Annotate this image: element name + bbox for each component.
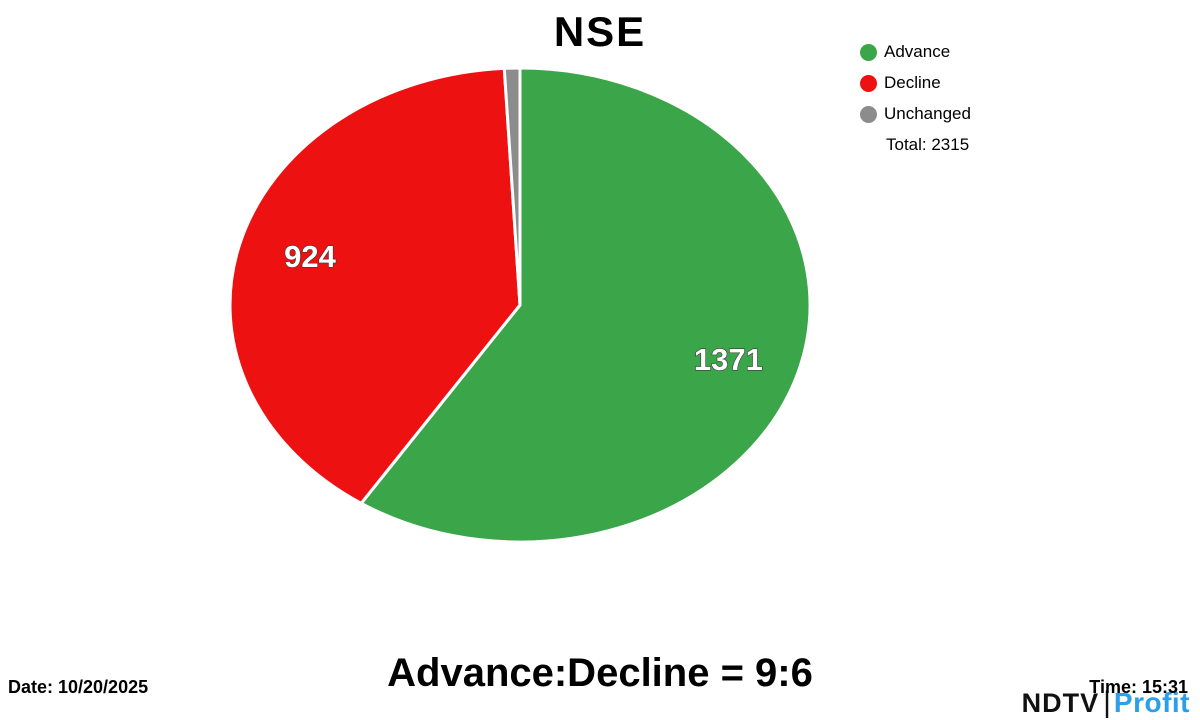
ndtv-profit-logo: NDTV | Profit	[1022, 686, 1190, 720]
decline-color-dot	[860, 74, 877, 92]
legend-item-unchanged: Unchanged	[860, 104, 1060, 124]
advance-color-dot	[860, 43, 877, 61]
profit-logo-text: Profit	[1113, 687, 1190, 718]
pie-slice-decline	[228, 66, 522, 505]
legend-label-unchanged: Unchanged	[884, 104, 971, 123]
pie-value-label-advance: 1371	[694, 342, 763, 377]
legend-item-decline: Decline	[860, 73, 1060, 93]
logo-separator: |	[1103, 686, 1111, 719]
chart-legend: Advance Decline Unchanged Total: 2315	[860, 42, 1060, 155]
time-label: Time: 15:31	[1089, 677, 1188, 697]
pie-slice-unchanged	[502, 66, 522, 307]
legend-item-advance: Advance	[860, 42, 1060, 62]
legend-label-decline: Decline	[884, 73, 941, 92]
advance-decline-ratio: Advance:Decline = 9:6	[387, 651, 813, 695]
pie-value-label-decline: 924	[284, 239, 336, 274]
chart-title: NSE	[553, 8, 647, 55]
legend-label-advance: Advance	[884, 42, 951, 61]
date-label: Date: 10/20/2025	[8, 677, 149, 697]
legend-total: Total: 2315	[886, 135, 970, 154]
ndtv-logo-text: NDTV	[1021, 687, 1100, 718]
pie-slice-advance	[359, 66, 812, 544]
unchanged-color-dot	[860, 105, 877, 123]
